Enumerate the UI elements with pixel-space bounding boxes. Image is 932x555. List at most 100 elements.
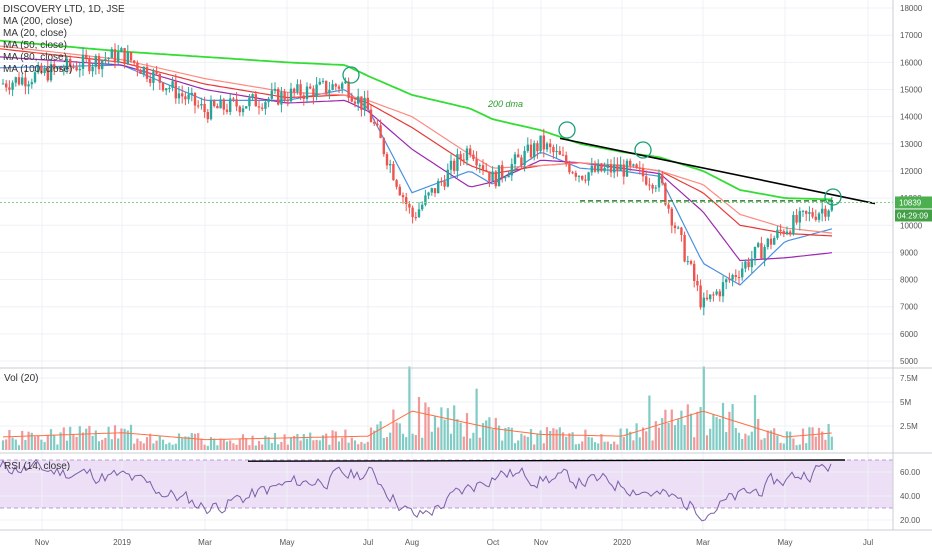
legend-ma80[interactable]: MA (80, close) <box>3 52 67 63</box>
volume-bar <box>318 440 321 450</box>
candle-body <box>133 60 136 63</box>
volume-bar <box>56 444 59 450</box>
candle-body <box>417 209 421 218</box>
volume-bar <box>350 437 353 450</box>
volume-bar <box>574 444 577 450</box>
volume-bar <box>677 418 680 450</box>
candle-body <box>606 164 609 168</box>
volume-bar <box>193 433 197 450</box>
candle-body <box>200 103 203 106</box>
volume-bar <box>779 442 782 450</box>
volume-bar <box>376 424 379 450</box>
volume-bar <box>88 425 91 450</box>
legend-ma100[interactable]: MA (100, close) <box>3 64 73 75</box>
volume-bar <box>433 416 437 450</box>
volume-bar <box>357 444 360 450</box>
volume-bar <box>1 440 5 450</box>
volume-bar <box>702 366 705 450</box>
volume-bar <box>757 418 760 450</box>
candle-body <box>747 261 750 268</box>
candle-body <box>241 108 245 113</box>
candle-body <box>478 165 481 167</box>
volume-bar <box>62 427 65 450</box>
candle-body <box>24 77 27 87</box>
volume-bar <box>273 433 277 450</box>
legend-ma20[interactable]: MA (20, close) <box>3 28 67 39</box>
candle-body <box>97 56 101 70</box>
volume-bar <box>286 444 289 450</box>
volume-bar <box>21 430 24 450</box>
candle-body <box>62 70 65 72</box>
candle-body <box>385 154 389 166</box>
candle-body <box>625 160 629 177</box>
volume-bar <box>161 439 165 450</box>
candle-body <box>123 48 126 64</box>
volume-bar <box>629 431 632 450</box>
volume-bar <box>565 436 568 450</box>
time-tick-label: Mar <box>198 538 212 547</box>
rsi-pane-label[interactable]: RSI (14, close) <box>4 461 71 472</box>
candle-body <box>549 143 552 147</box>
price-tick-label: 13000 <box>900 140 923 149</box>
candle-body <box>75 67 78 71</box>
price-tick-label: 7000 <box>900 303 918 312</box>
volume-tick-label: 2.5M <box>900 422 918 431</box>
candle-body <box>475 159 478 166</box>
candle-body <box>811 212 814 217</box>
volume-bar <box>85 428 88 450</box>
candle-body <box>734 275 737 277</box>
volume-bar <box>379 421 382 450</box>
price-tick-label: 15000 <box>900 86 923 95</box>
volume-bar <box>395 422 398 450</box>
volume-bar <box>53 434 56 450</box>
price-tick-label: 9000 <box>900 248 918 257</box>
candle-body <box>126 51 129 64</box>
volume-bar <box>523 435 526 450</box>
candle-body <box>72 66 75 68</box>
volume-pane-label[interactable]: Vol (20) <box>4 373 39 384</box>
volume-bar <box>750 431 753 450</box>
volume-bar <box>504 427 507 450</box>
volume-bar <box>91 435 94 450</box>
time-tick-label: 2020 <box>613 538 631 547</box>
volume-bar <box>782 443 785 450</box>
volume-bar <box>478 437 481 450</box>
candle-body <box>821 208 824 214</box>
candle-body <box>174 81 177 99</box>
candle-body <box>21 77 24 85</box>
volume-bar <box>440 407 443 450</box>
volume-bar <box>331 430 334 450</box>
candle-body <box>545 143 549 150</box>
legend-ma50[interactable]: MA (50, close) <box>3 40 67 51</box>
volume-bar <box>24 439 27 450</box>
candle-body <box>337 86 341 89</box>
volume-bar <box>744 433 747 450</box>
volume-bar <box>645 431 648 450</box>
candle-body <box>357 96 360 104</box>
candle-body <box>398 186 401 196</box>
volume-bar <box>366 441 369 450</box>
volume-bar <box>568 433 571 450</box>
candle-body <box>421 204 424 210</box>
candle-body <box>280 91 283 105</box>
volume-bar <box>14 439 17 450</box>
volume-bar <box>673 425 677 450</box>
candle-body <box>472 154 475 160</box>
time-tick-label: Aug <box>405 538 419 547</box>
candle-body <box>517 154 520 158</box>
candle-body <box>712 294 715 296</box>
volume-bar <box>277 444 280 450</box>
candle-body <box>88 58 91 72</box>
volume-bar <box>78 426 81 450</box>
volume-bar <box>766 430 769 450</box>
volume-bar <box>97 441 101 450</box>
candle-body <box>686 261 689 263</box>
candle-body <box>382 138 385 155</box>
legend-ma200[interactable]: MA (200, close) <box>3 16 73 27</box>
candle-body <box>657 173 661 188</box>
candle-body <box>152 71 155 83</box>
volume-bar <box>731 404 734 450</box>
candle-body <box>251 94 254 98</box>
